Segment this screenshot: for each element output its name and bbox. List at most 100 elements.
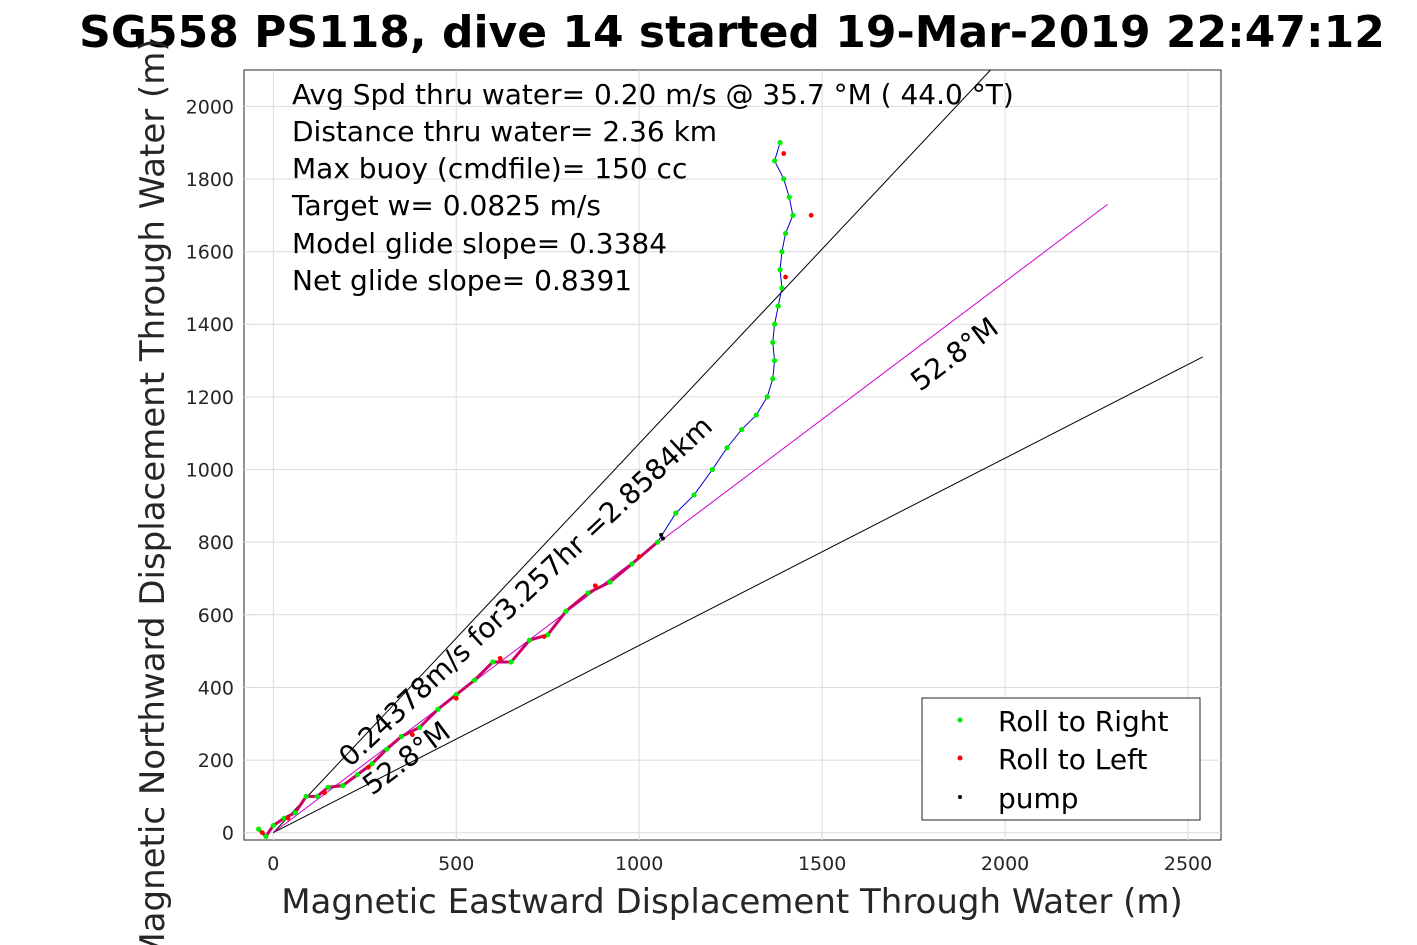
roll-right-point (303, 793, 309, 800)
y-tick-label: 1400 (186, 314, 234, 336)
x-tick-label: 0 (267, 853, 279, 875)
x-tick-label: 500 (438, 853, 474, 875)
roll-right-point (782, 230, 789, 237)
y-tick-label: 0 (222, 823, 234, 845)
roll-right-point (354, 772, 361, 778)
x-tick-label: 2500 (1164, 853, 1212, 875)
roll-left-point (285, 815, 291, 821)
roll-right-point (779, 285, 785, 291)
roll-right-point (771, 357, 778, 364)
roll-right-point (369, 761, 375, 767)
x-tick-label: 1000 (615, 853, 663, 875)
y-tick-label: 1600 (186, 242, 234, 264)
roll-left-point (783, 274, 788, 280)
annotation-target-w: Target w= 0.0825 m/s (291, 189, 601, 222)
reference-line (272, 203, 1108, 834)
roll-right-point (775, 303, 781, 309)
roll-right-point (340, 782, 346, 789)
roll-left-point (322, 790, 327, 796)
annotation-net-glide-slope: Net glide slope= 0.8391 (292, 264, 632, 297)
y-tick-label: 400 (198, 677, 234, 699)
legend-label-roll-left: Roll to Left (998, 743, 1147, 776)
roll-left-point (636, 554, 642, 560)
x-axis-label: Magnetic Eastward Displacement Through W… (281, 882, 1183, 922)
roll-right-point (781, 176, 787, 182)
roll-left-point (808, 212, 814, 218)
legend-marker-pump (958, 795, 962, 799)
roll-right-point (471, 677, 478, 683)
roll-right-point (417, 724, 423, 731)
reference-line (273, 356, 1203, 834)
roll-right-point (779, 249, 785, 255)
roll-right-point (435, 706, 441, 712)
y-axis-label: Magnetic Northward Displacement Through … (133, 38, 173, 945)
reference-lines (272, 69, 1203, 834)
roll-right-point (739, 426, 745, 433)
annotation-avg-speed: Avg Spd thru water= 0.20 m/s @ 35.7 °M (… (292, 78, 1014, 111)
roll-right-point (790, 212, 796, 218)
y-tick-label: 800 (198, 532, 234, 554)
legend-label-pump: pump (998, 782, 1079, 815)
reference-line (272, 69, 991, 834)
roll-right-point (563, 608, 569, 614)
roll-right-point (777, 267, 783, 273)
grid (244, 70, 1221, 840)
chart-title: SG558 PS118, dive 14 started 19-Mar-2019… (79, 7, 1385, 58)
roll-right-point (263, 833, 269, 839)
dive-summary-annotations: Avg Spd thru water= 0.20 m/s @ 35.7 °M (… (291, 78, 1014, 297)
roll-right-point (770, 339, 776, 346)
roll-left-point (409, 732, 415, 738)
roll-right-point (398, 733, 404, 740)
roll-right-point (384, 746, 390, 752)
roll-left-point (781, 151, 787, 156)
roll-right-point (770, 376, 776, 382)
y-tick-label: 2000 (186, 96, 234, 118)
roll-right-point (607, 579, 613, 585)
roll-right-point (629, 561, 635, 567)
x-tick-label: 2000 (981, 853, 1029, 875)
y-tick-label: 600 (198, 605, 234, 627)
roll-right-point (270, 822, 276, 829)
roll-left-point (497, 655, 503, 661)
roll-right-point (777, 140, 783, 146)
y-tick-label: 1800 (186, 169, 234, 191)
legend: Roll to Right Roll to Left pump (921, 697, 1201, 821)
roll-right-point (508, 659, 514, 665)
roll-left-point (453, 695, 459, 701)
track-path-overlap-line (257, 541, 659, 839)
roll-right-point (453, 692, 459, 698)
roll-right-point (325, 784, 331, 790)
y-tick-labels: 0 200 400 600 800 1000 1200 1400 1600 1800 2000 (186, 96, 234, 844)
y-tick-label: 200 (198, 750, 234, 772)
roll-right-point (585, 590, 591, 596)
pump-point (660, 536, 665, 541)
legend-label-roll-right: Roll to Right (998, 705, 1169, 738)
roll-right-point (490, 659, 496, 665)
x-tick-label: 1500 (798, 853, 846, 875)
y-tick-label: 1000 (186, 460, 234, 482)
y-tick-label: 1200 (186, 387, 234, 409)
roll-right-point (709, 466, 715, 473)
roll-left-point (592, 583, 598, 589)
roll-right-point (654, 539, 661, 545)
roll-left-point (541, 634, 547, 640)
roll-left-point (366, 764, 371, 770)
roll-right-point (673, 510, 679, 516)
roll-right-point (771, 158, 778, 164)
roll-right-point (753, 412, 759, 418)
annotation-model-glide-slope: Model glide slope= 0.3384 (292, 227, 667, 260)
roll-right-point (281, 815, 287, 821)
roll-right-point (764, 394, 770, 400)
roll-right-point (314, 793, 320, 800)
annotation-distance: Distance thru water= 2.36 km (292, 115, 717, 148)
legend-marker-roll-right (957, 717, 963, 723)
pump-point (659, 532, 664, 537)
x-tick-labels: 0 500 1000 1500 2000 2500 (267, 853, 1212, 875)
legend-box (921, 697, 1201, 821)
roll-right-point (256, 826, 262, 832)
roll-right-point (545, 632, 551, 638)
roll-right-point (526, 637, 533, 643)
roll-right-point (292, 810, 298, 816)
roll-left-point (259, 830, 265, 836)
